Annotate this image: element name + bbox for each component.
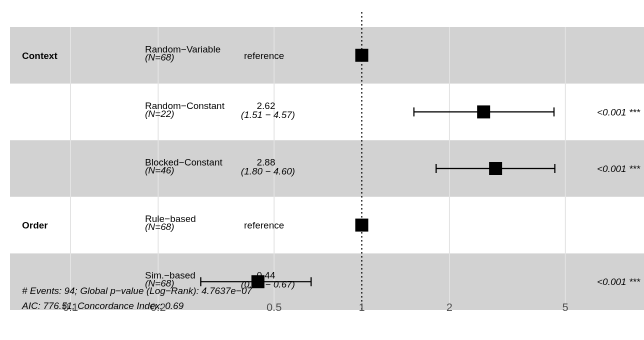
hazard-ratio-point <box>355 48 369 62</box>
x-tick-label: 0.2 <box>151 302 166 314</box>
hazard-ratio-point <box>251 275 265 289</box>
x-tick-labels: 0.1 0.2 0.5 1 2 5 <box>63 302 569 314</box>
ci-label: (1.51 − 4.57) <box>241 110 295 121</box>
n-label: (N=68) <box>145 222 174 233</box>
hazard-ratio-point <box>477 105 491 119</box>
p-value-label: <0.001 *** <box>597 107 640 118</box>
row-band <box>10 27 644 84</box>
ci-label: (0.28 − 0.67) <box>241 280 295 291</box>
p-value-label: <0.001 *** <box>597 277 640 288</box>
hazard-ratio-point <box>489 162 503 175</box>
row-band <box>10 253 644 310</box>
variable-label: Order <box>22 221 48 232</box>
reference-label: reference <box>244 51 284 62</box>
x-tick-label: 1 <box>359 302 365 314</box>
level-label: Random−Constant <box>145 101 225 112</box>
x-tick-label: 0.1 <box>63 302 78 314</box>
estimate-label: 0.44 <box>257 271 276 282</box>
x-tick-label: 5 <box>562 302 568 314</box>
n-label: (N=68) <box>145 52 174 63</box>
level-label: Random−Variable <box>145 44 221 55</box>
ci-label: (1.80 − 4.60) <box>241 167 295 178</box>
footer-aic: AIC: 776.51; Concordance Index: 0.69 <box>21 301 184 312</box>
estimate-label: 2.62 <box>257 101 276 112</box>
n-label: (N=22) <box>145 109 174 120</box>
footer-notes: # Events: 94; Global p−value (Log−Rank):… <box>21 286 253 312</box>
x-tick-label: 2 <box>446 302 452 314</box>
level-label: Sim.−based <box>145 271 195 282</box>
hazard-ratio-point <box>355 218 369 232</box>
x-tick-label: 0.5 <box>266 302 281 314</box>
footer-events: # Events: 94; Global p−value (Log−Rank):… <box>22 286 253 297</box>
estimate-marks <box>200 48 556 289</box>
reference-label: reference <box>244 221 284 232</box>
estimate-label: 2.88 <box>257 158 276 169</box>
n-label: (N=68) <box>145 279 174 290</box>
variable-label: Context <box>22 51 58 62</box>
n-label: (N=46) <box>145 166 174 177</box>
p-value-label: <0.001 *** <box>597 164 640 175</box>
level-label: Blocked−Constant <box>145 158 223 169</box>
level-label: Rule−based <box>145 214 196 225</box>
